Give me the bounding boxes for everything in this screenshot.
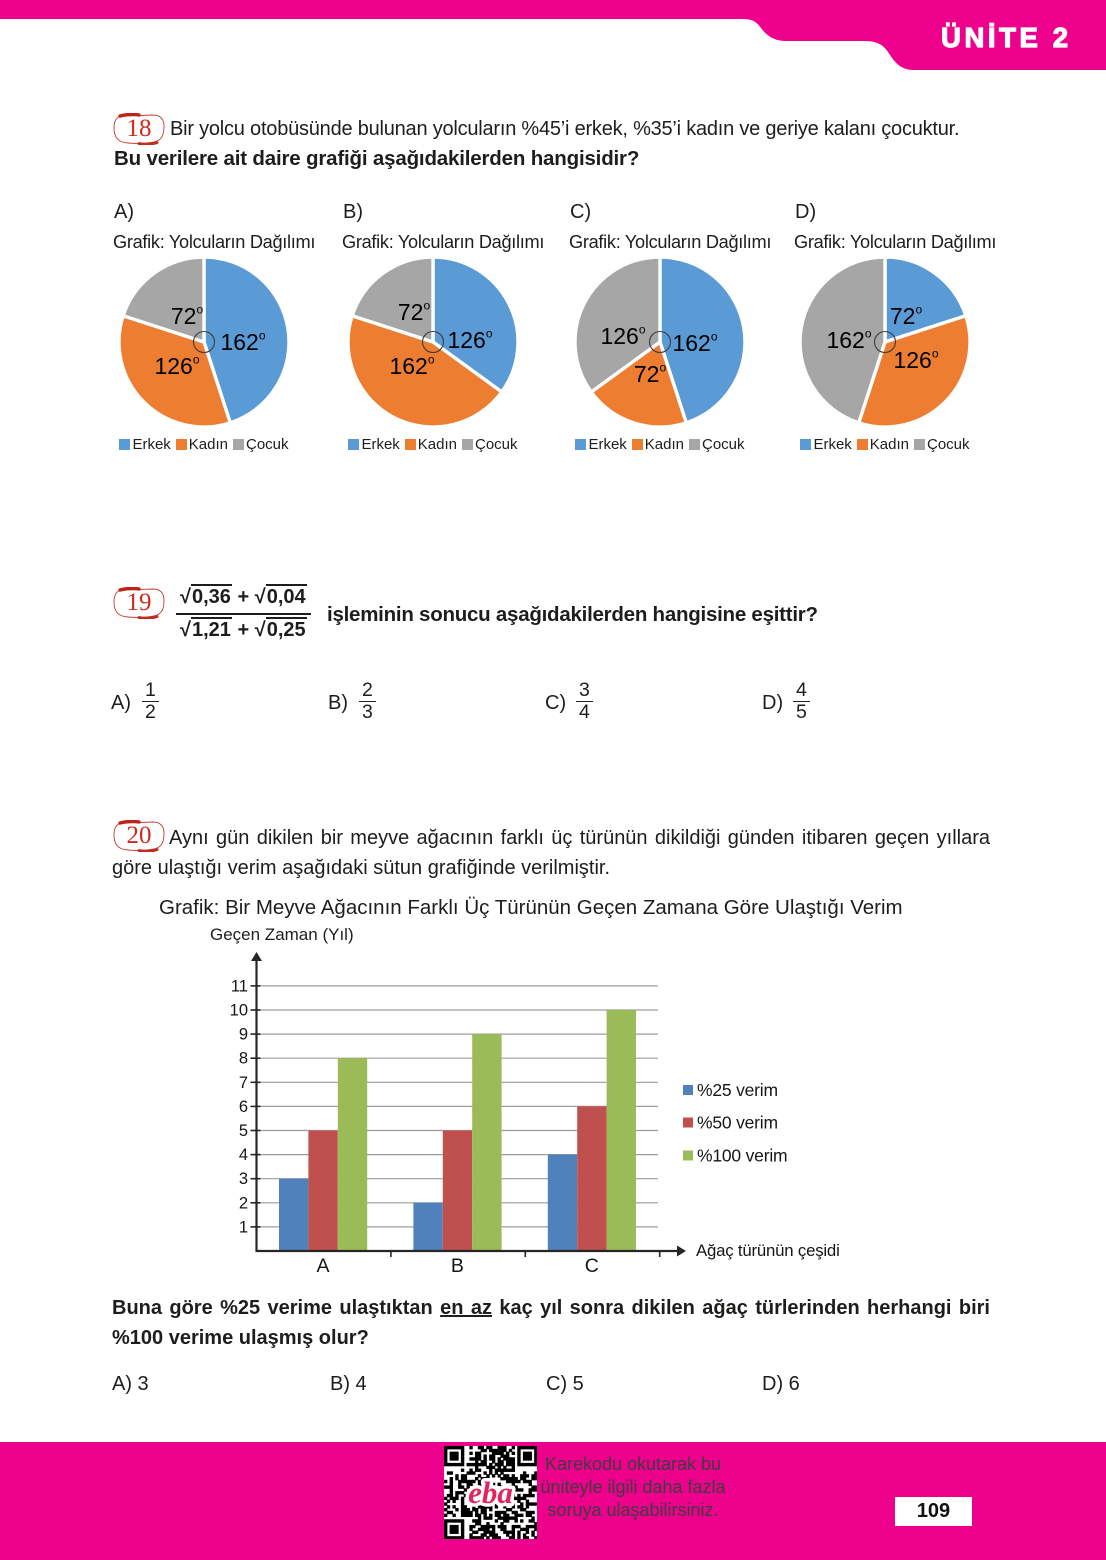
svg-text:3: 3 (239, 1170, 248, 1188)
svg-text:126o: 126o (154, 353, 199, 380)
svg-text:C: C (585, 1255, 599, 1277)
svg-text:6: 6 (239, 1098, 248, 1116)
svg-text:126o: 126o (447, 327, 492, 354)
svg-text:%50 verim: %50 verim (697, 1113, 778, 1133)
svg-text:A: A (316, 1255, 329, 1277)
svg-text:4: 4 (239, 1146, 248, 1164)
svg-text:B: B (451, 1255, 464, 1277)
svg-text:162o: 162o (826, 327, 871, 354)
svg-text:Ağaç türünün çeşidi: Ağaç türünün çeşidi (696, 1241, 840, 1260)
svg-text:5: 5 (239, 1122, 248, 1140)
svg-text:eba: eba (468, 1475, 513, 1510)
svg-text:%100 verim: %100 verim (697, 1146, 787, 1166)
svg-text:1: 1 (239, 1218, 248, 1236)
svg-text:10: 10 (230, 1002, 248, 1020)
svg-text:162o: 162o (220, 329, 265, 356)
svg-text:162o: 162o (672, 330, 717, 357)
svg-text:8: 8 (239, 1050, 248, 1068)
svg-text:7: 7 (239, 1074, 248, 1092)
svg-text:2: 2 (239, 1194, 248, 1212)
svg-text:11: 11 (231, 977, 248, 995)
svg-text:126o: 126o (893, 347, 938, 374)
svg-text:126o: 126o (600, 323, 645, 350)
svg-text:9: 9 (239, 1026, 248, 1044)
svg-text:%25 verim: %25 verim (697, 1080, 778, 1100)
svg-text:162o: 162o (389, 353, 434, 380)
